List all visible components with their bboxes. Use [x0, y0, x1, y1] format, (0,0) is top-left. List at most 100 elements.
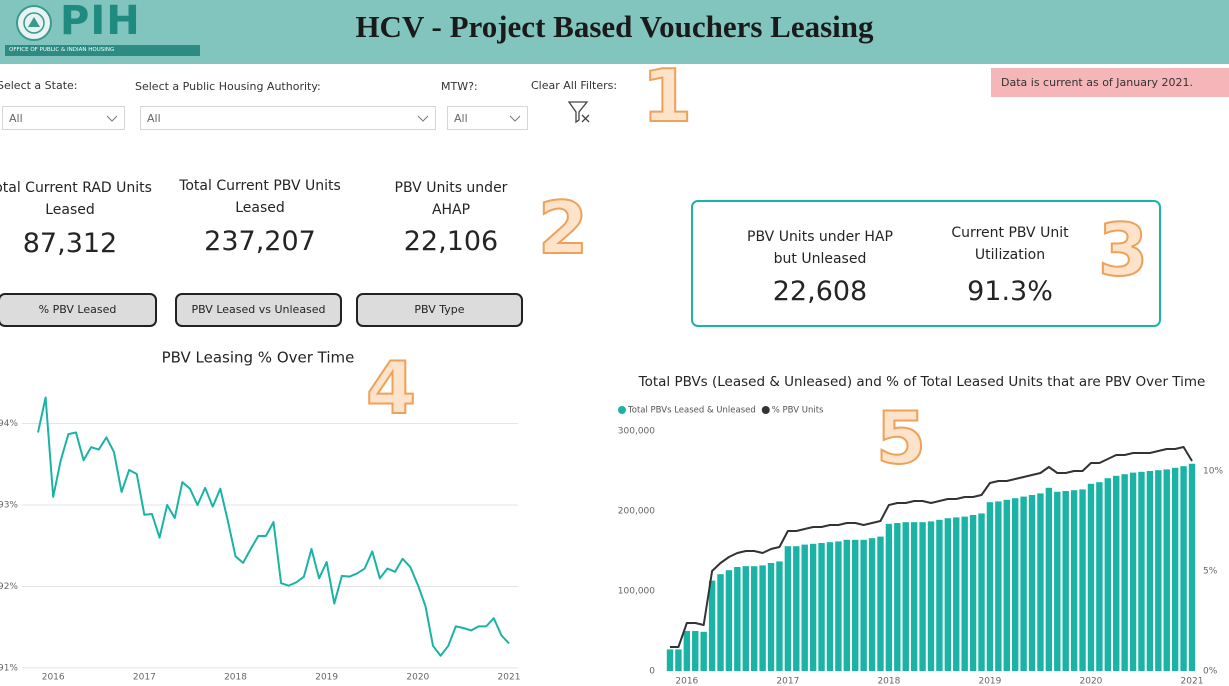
bar [683, 631, 691, 671]
y-tick-label: 94% [0, 419, 18, 429]
card-label-text: Current PBV Unit Utilization [951, 225, 1069, 263]
nav-button[interactable]: % PBV Leased [0, 293, 157, 327]
clear-filters-icon[interactable] [567, 100, 591, 124]
y-tick-label: 92% [0, 582, 18, 592]
bar [708, 580, 716, 671]
bar [1062, 491, 1069, 671]
bar [1113, 475, 1120, 671]
y-tick-label: 100,000 [618, 587, 655, 597]
bar [927, 521, 935, 671]
kpi-value: 87,312 [22, 228, 118, 259]
bar [809, 543, 817, 671]
bar [1079, 489, 1086, 671]
bar [843, 539, 851, 671]
card-value: 91.3% [967, 276, 1053, 307]
bar [1180, 466, 1187, 671]
bar [692, 631, 699, 671]
bar [1146, 471, 1154, 671]
bar [1011, 498, 1019, 671]
logo-subtitle: OFFICE OF PUBLIC & INDIAN HOUSING [5, 45, 200, 56]
card-value: 22,608 [772, 276, 868, 307]
bar [902, 522, 909, 671]
bar [953, 517, 960, 671]
bar [1070, 490, 1078, 671]
chart-title: Total PBVs (Leased & Unleased) and % of … [638, 374, 1206, 390]
bar [1129, 472, 1137, 671]
card-label: PBV Units under HAP but Unleased [735, 226, 905, 270]
bar [1138, 471, 1145, 671]
kpi-label: Total Current PBV Units Leased [179, 178, 341, 216]
page-title: HCV - Project Based Vouchers Leasing [355, 9, 874, 44]
summary-card [691, 200, 1161, 327]
bar [750, 566, 758, 671]
legend-swatch [761, 406, 770, 414]
bar [1087, 483, 1095, 671]
bar [835, 541, 842, 671]
annotation: 5 [875, 396, 927, 480]
pha-dropdown[interactable]: All [140, 106, 436, 130]
clear-filters-label: Clear All Filters: [531, 79, 618, 92]
chart-title: PBV Leasing % Over Time [162, 349, 355, 367]
bar [936, 519, 943, 671]
bar [1121, 474, 1128, 671]
bar [784, 546, 792, 671]
bar [1163, 469, 1170, 671]
annotation: 4 [365, 346, 417, 430]
chevron [106, 115, 118, 122]
bar [801, 544, 808, 671]
filter-label: Select a State: [0, 79, 78, 92]
x-tick-label: 2018 [224, 673, 247, 683]
legend-label: Total PBVs Leased & Unleased [627, 406, 756, 416]
bar [969, 515, 977, 671]
bar [666, 649, 674, 671]
chevron [417, 115, 429, 122]
legend-label: % PBV Units [772, 406, 824, 416]
x-tick-label: 2021 [1181, 677, 1204, 686]
bar [826, 542, 834, 671]
nav-button[interactable]: PBV Type [356, 293, 523, 327]
x-tick-label: 2019 [978, 677, 1001, 686]
bar [1037, 493, 1044, 671]
bar [961, 516, 968, 671]
x-tick-label: 2019 [315, 673, 338, 683]
bar [700, 631, 707, 671]
bar [1096, 482, 1103, 671]
x-tick-label: 2018 [877, 677, 900, 686]
bar [894, 523, 901, 671]
x-tick-label: 2017 [133, 673, 156, 683]
bar [995, 501, 1002, 671]
y-tick-label: 93% [0, 500, 18, 510]
bar [986, 502, 994, 671]
bar [860, 539, 867, 671]
bar [877, 536, 884, 671]
bar [675, 649, 682, 671]
bar [767, 563, 775, 671]
bar [1104, 478, 1112, 671]
mtw-dropdown[interactable]: All [447, 106, 528, 130]
bar [1020, 496, 1027, 671]
annotation: 1 [641, 54, 693, 138]
chevron [509, 115, 521, 122]
y2-tick-label: 10% [1203, 467, 1223, 477]
state-dropdown[interactable]: All [2, 106, 125, 130]
x-tick-label: 2016 [42, 673, 65, 683]
x-tick-label: 2021 [498, 673, 521, 683]
y-tick-label: 91% [0, 663, 18, 673]
bar [1171, 467, 1179, 671]
dropdown-value: All [147, 112, 161, 125]
x-tick-label: 2020 [1080, 677, 1103, 686]
nav-button[interactable]: PBV Leased vs Unleased [175, 293, 342, 327]
bar [1003, 499, 1010, 671]
bar [818, 543, 825, 671]
bar [759, 565, 766, 671]
y2-tick-label: 0% [1203, 667, 1218, 677]
bar [717, 574, 724, 671]
kpi-value: 237,207 [204, 226, 316, 257]
line [670, 446, 1193, 648]
annotation: 3 [1097, 208, 1149, 292]
dropdown-value: All [9, 112, 23, 125]
bar [910, 522, 918, 671]
bar [944, 518, 952, 671]
header-bar [0, 0, 1229, 64]
